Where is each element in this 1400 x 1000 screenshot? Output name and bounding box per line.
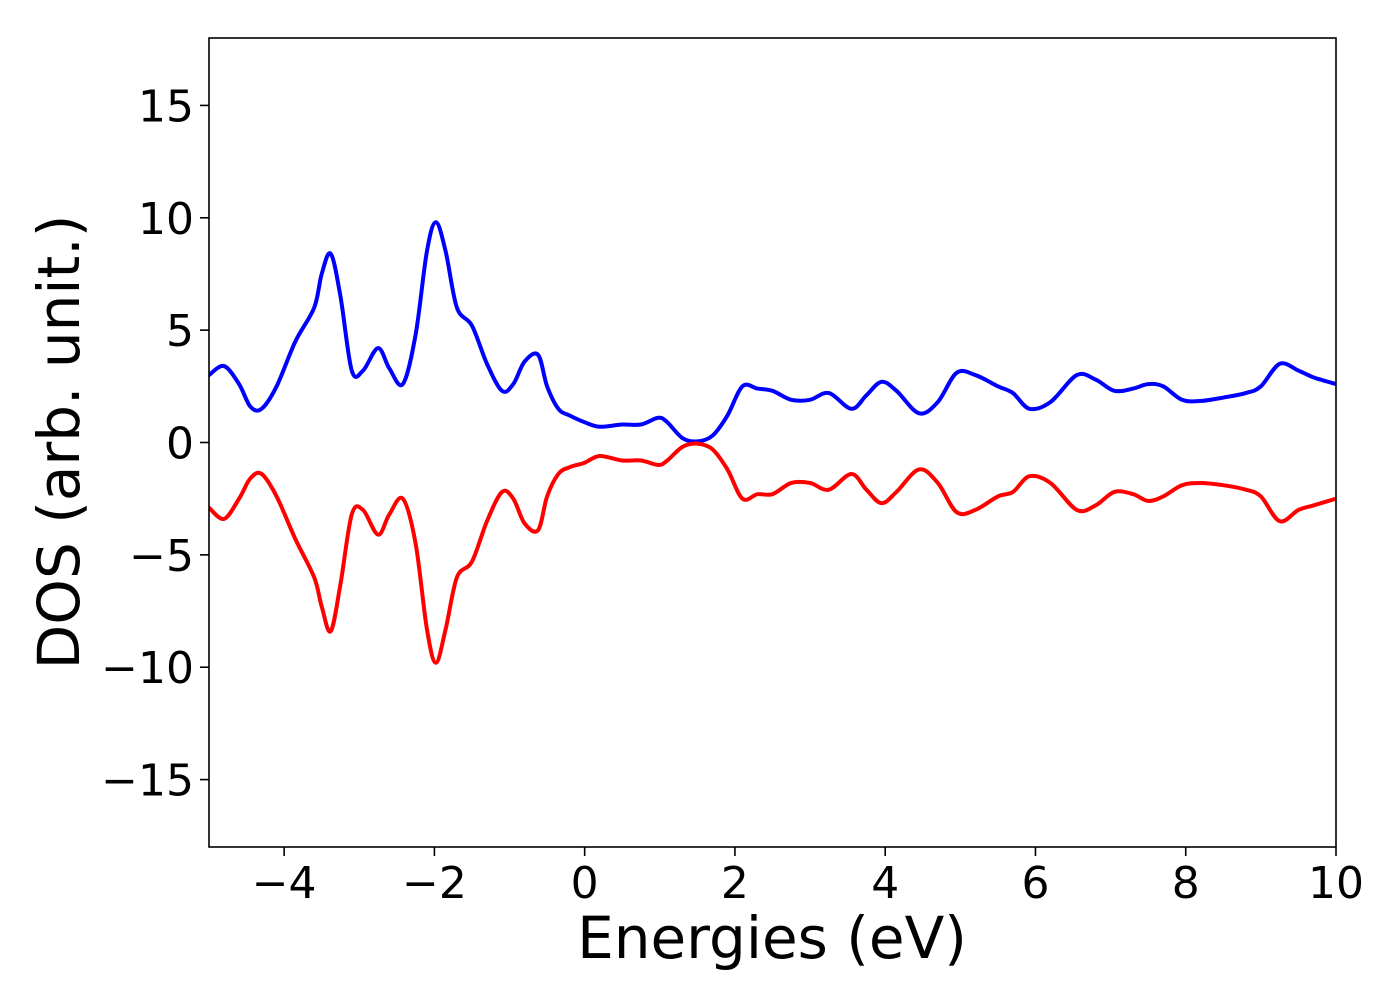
x-tick-label: 6: [1021, 858, 1049, 909]
y-tick-label: 0: [166, 419, 194, 470]
series-line-1: [209, 220, 1336, 444]
x-tick-label: −4: [252, 858, 317, 909]
x-tick-label: 4: [871, 858, 899, 909]
y-axis: −15 −10 −5 0 5 10 15: [101, 81, 209, 807]
x-tick-label: 10: [1308, 858, 1364, 909]
y-tick-label: 5: [166, 306, 194, 357]
x-tick-label: 8: [1172, 858, 1200, 909]
x-axis: −4 −2 0 2 4 6 8 10: [252, 847, 1364, 909]
x-axis-label: Energies (eV): [577, 904, 967, 972]
x-tick-label: −2: [402, 858, 467, 909]
y-tick-label: −10: [101, 643, 194, 694]
y-tick-label: 10: [138, 194, 194, 245]
x-tick-label: 2: [721, 858, 749, 909]
y-tick-label: 15: [138, 81, 194, 132]
plot-background: [209, 38, 1336, 847]
series-line-2: [209, 441, 1336, 665]
y-tick-label: −15: [101, 756, 194, 807]
series-layer: [209, 220, 1336, 665]
y-axis-label: DOS (arb. unit.): [25, 215, 93, 670]
y-tick-label: −5: [129, 531, 194, 582]
x-tick-label: 0: [571, 858, 599, 909]
